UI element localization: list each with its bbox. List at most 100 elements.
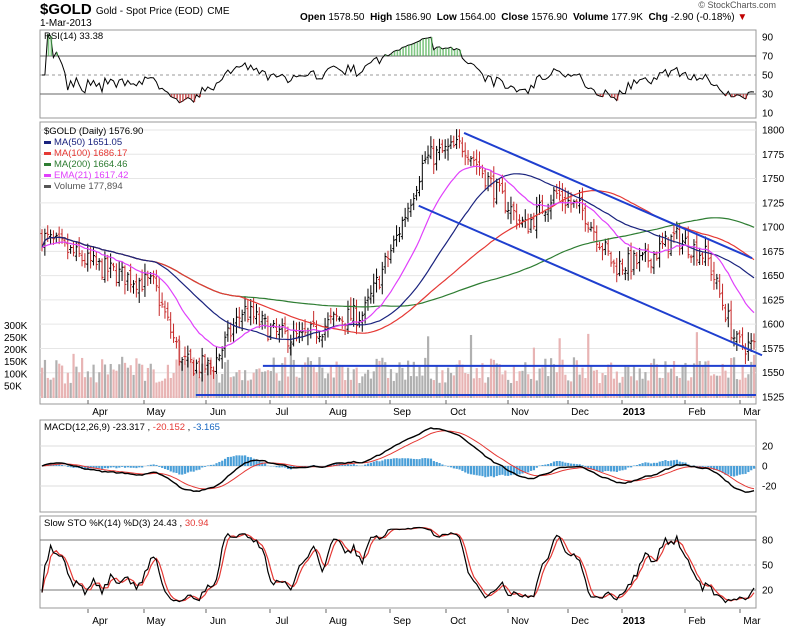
macd-hist-bar <box>504 466 507 476</box>
macd-hist-bar <box>226 457 230 466</box>
sto-k-value: 24.43 <box>153 518 177 529</box>
volume-bar <box>238 369 241 398</box>
volume-bar <box>61 365 64 398</box>
macd-hist-bar <box>349 464 353 466</box>
volume-bar <box>221 373 224 398</box>
rsi-line <box>42 33 755 104</box>
low-value: 1564.00 <box>459 12 496 23</box>
volume-bar <box>409 376 413 398</box>
month-label: Nov <box>511 407 529 418</box>
legend-swatch <box>44 163 51 166</box>
macd-hist-bar <box>352 463 355 466</box>
macd-hist-bar <box>407 458 410 466</box>
ohlc-summary: Open 1578.50 High 1586.90 Low 1564.00 Cl… <box>300 12 747 23</box>
volume-bar <box>610 362 613 398</box>
volume-bar <box>578 374 581 398</box>
sto-k-line <box>41 526 755 604</box>
macd-hist-bar <box>641 463 644 466</box>
volume-bar <box>727 377 730 398</box>
macd-hist-bar <box>658 461 661 466</box>
macd-hist-bar <box>441 464 444 466</box>
macd-hist-bar <box>718 466 721 472</box>
macd-hist-bar <box>366 463 370 466</box>
macd-hist-bar <box>378 461 381 466</box>
high-value: 1586.90 <box>395 12 432 23</box>
month-label: Oct <box>450 407 466 418</box>
volume-bar <box>718 375 721 398</box>
volume-bar <box>481 363 484 398</box>
macd-hist-bar <box>541 465 544 466</box>
macd-hist-bar <box>166 466 170 470</box>
sto-tick-label: 80 <box>762 536 774 547</box>
month-label: Jun <box>210 616 226 627</box>
volume-bar <box>584 378 587 398</box>
macd-hist-bar <box>235 455 238 466</box>
volume-bar <box>258 368 261 398</box>
volume-bar <box>306 357 310 398</box>
macd-hist-bar <box>275 466 278 468</box>
close-value: 1576.90 <box>531 12 568 23</box>
macd-hist-bar <box>487 466 490 477</box>
volume-bar <box>189 360 192 398</box>
rsi-tick-label: 10 <box>762 109 774 120</box>
macd-hist-bar <box>481 466 484 477</box>
volume-bar <box>178 340 181 398</box>
volume-bar <box>146 367 149 398</box>
price-tick-label: 1550 <box>762 368 785 379</box>
volume-bar <box>121 356 124 398</box>
legend-swatch <box>44 185 51 188</box>
macd-hist-bar <box>475 466 478 476</box>
macd-hist-bar <box>630 466 633 468</box>
volume-bar <box>272 357 275 398</box>
volume-bar <box>281 363 284 398</box>
volume-bar <box>541 367 544 398</box>
volume-tick-label: 50K <box>4 381 22 392</box>
macd-hist-bar <box>544 464 547 466</box>
macd-hist-bar <box>424 458 427 466</box>
macd-hist-bar <box>215 463 218 466</box>
volume-bar <box>712 374 716 398</box>
rsi-tick-label: 30 <box>762 90 774 101</box>
volume-bar <box>72 353 75 398</box>
volume-bar <box>527 374 530 398</box>
macd-hist-bar <box>464 466 467 473</box>
symbol-title: $GOLD Gold - Spot Price (EOD) CME <box>40 1 230 18</box>
macd-hist-bar <box>561 461 564 466</box>
volume-bar <box>292 359 295 398</box>
volume-bar <box>721 363 724 398</box>
month-label: Sep <box>393 616 411 627</box>
volume-bar <box>401 367 404 398</box>
volume-bar <box>581 367 584 398</box>
macd-hist-bar <box>401 458 404 466</box>
volume-bar <box>135 358 138 398</box>
macd-hist-bar <box>435 461 438 466</box>
macd-hist-bar <box>201 466 204 468</box>
volume-bar <box>690 377 693 398</box>
price-tick-label: 1725 <box>762 198 785 209</box>
price-tick-label: 1700 <box>762 223 785 234</box>
volume-bar <box>358 383 361 398</box>
macd-hist-bar <box>704 466 707 467</box>
volume-bar <box>329 365 333 398</box>
volume-bar <box>252 372 255 398</box>
rsi-tick-label: 90 <box>762 33 774 44</box>
volume-bar <box>78 372 81 398</box>
volume-bar <box>163 378 167 398</box>
macd-hist-bar <box>332 463 335 466</box>
chart-date: 1-Mar-2013 <box>40 18 92 29</box>
low-label: Low <box>436 12 457 23</box>
macd-hist-bar <box>707 466 710 468</box>
macd-hist-bar <box>198 466 201 470</box>
macd-hist-bar <box>112 466 115 468</box>
macd-hist-bar <box>738 466 741 475</box>
macd-hist-bar <box>735 466 739 476</box>
volume-bar <box>561 359 564 398</box>
volume-bar <box>672 360 676 398</box>
macd-hist-bar <box>569 463 573 466</box>
volume-bar <box>284 357 287 398</box>
macd-hist-bar <box>727 466 730 475</box>
legend-swatch <box>44 152 51 155</box>
volume-bar <box>452 375 455 398</box>
volume-bar <box>607 364 610 398</box>
macd-hist-bar <box>621 466 624 471</box>
